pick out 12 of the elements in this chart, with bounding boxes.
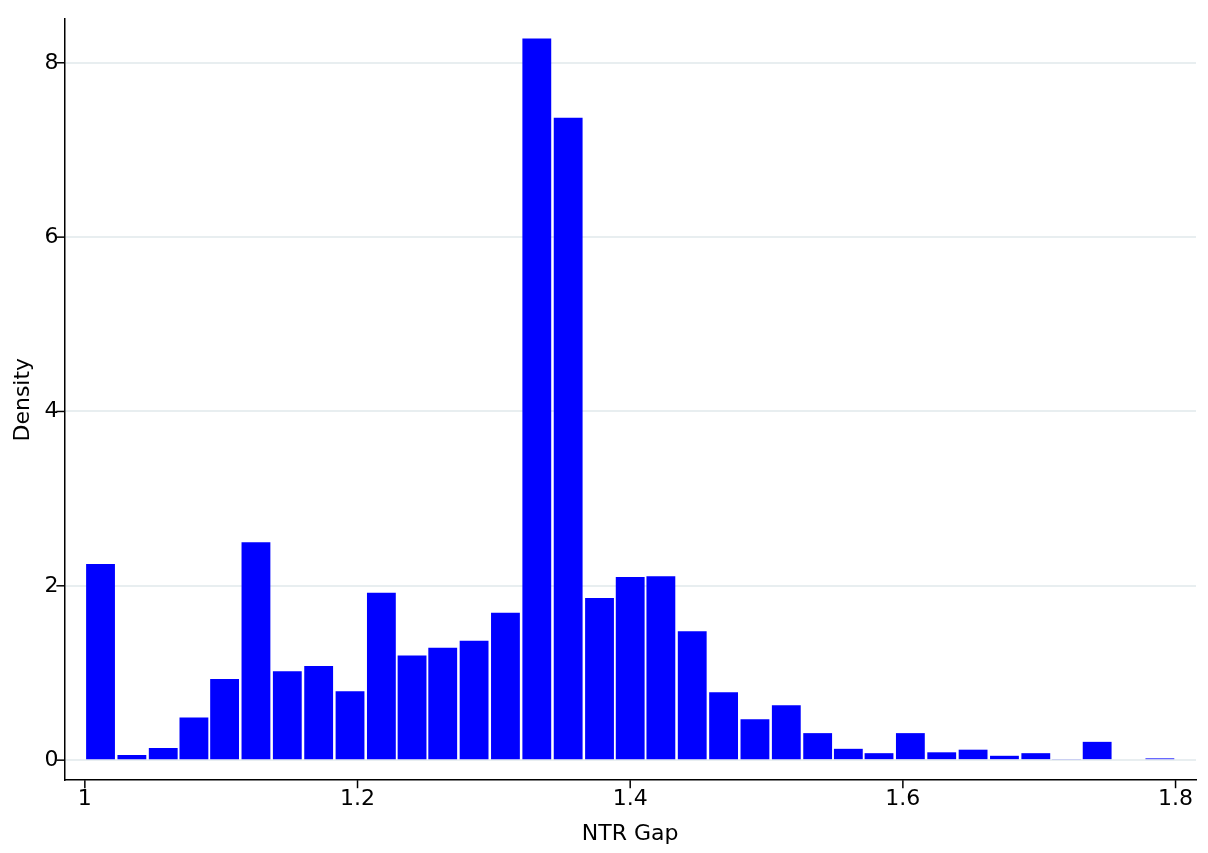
x-tick-label: 1.8 bbox=[1158, 785, 1194, 811]
y-tick-label: 0 bbox=[44, 745, 59, 771]
x-tick-label: 1.2 bbox=[340, 785, 376, 811]
y-axis-title: Density bbox=[8, 357, 34, 442]
x-tick-label: 1.4 bbox=[612, 785, 648, 811]
y-tick-label: 6 bbox=[44, 222, 59, 248]
y-tick-label: 4 bbox=[44, 397, 59, 423]
x-axis-title: NTR Gap bbox=[581, 819, 679, 845]
x-tick-label: 1 bbox=[77, 785, 92, 811]
x-tick-label: 1.6 bbox=[885, 785, 921, 811]
y-tick-label: 2 bbox=[44, 571, 59, 597]
y-tick-label: 8 bbox=[44, 48, 59, 74]
